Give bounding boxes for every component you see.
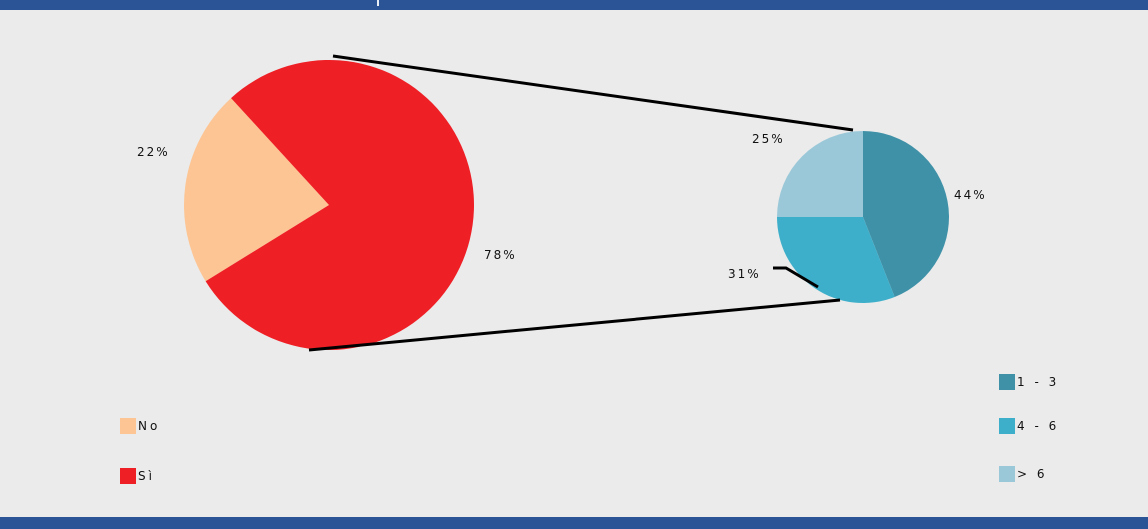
footer-bar (0, 517, 1148, 529)
leader-line-4-6 (773, 266, 819, 289)
data-label-1-3: 44% (954, 188, 987, 202)
legend-swatch-over-6 (999, 466, 1015, 482)
legend-swatch-1-3 (999, 374, 1015, 390)
data-label-si: 78% (484, 248, 517, 262)
legend-item-si: Sì (120, 468, 155, 484)
data-label-no: 22% (137, 145, 170, 159)
sub-pie-slice-1-3 (863, 131, 950, 297)
connector-top (332, 54, 854, 132)
main-pie (184, 59, 474, 350)
legend-label-4-6: 4 - 6 (1017, 419, 1060, 433)
data-label-4-6: 31% (728, 267, 761, 281)
connector-bottom (308, 298, 841, 352)
header-title-fragment (0, 0, 1148, 10)
legend-swatch-no (120, 418, 136, 434)
main-pie-slice-s (205, 59, 474, 350)
legend-label-si: Sì (138, 469, 155, 483)
legend-item-no: No (120, 418, 160, 434)
legend-item-1-3: 1 - 3 (999, 374, 1059, 390)
legend-item-4-6: 4 - 6 (999, 418, 1059, 434)
data-label-over-6: 25% (752, 132, 785, 146)
legend-label-no: No (138, 419, 161, 433)
main-pie-slice-no (184, 98, 329, 282)
legend-swatch-si (120, 468, 136, 484)
legend-label-over-6: > 6 (1017, 467, 1048, 481)
legend-label-1-3: 1 - 3 (1017, 375, 1060, 389)
header-bar (0, 0, 1148, 10)
legend-swatch-4-6 (999, 418, 1015, 434)
connector-lines (308, 54, 854, 352)
legend-item-over-6: > 6 (999, 466, 1048, 482)
sub-pie-slice-over-6 (777, 131, 863, 217)
